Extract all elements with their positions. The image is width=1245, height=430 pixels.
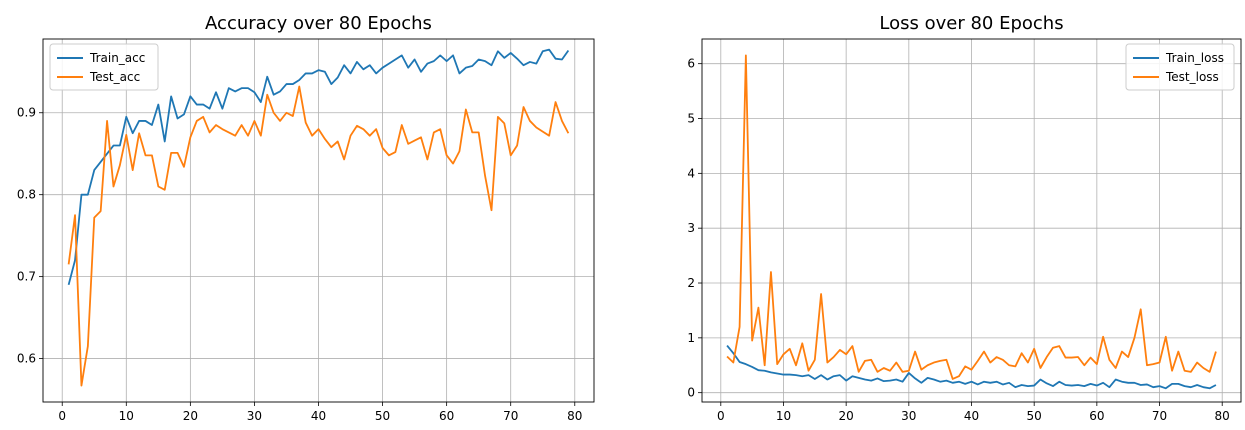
legend-label: Test_acc	[89, 70, 140, 84]
x-tick-label: 70	[503, 409, 518, 423]
x-tick-label: 20	[839, 409, 854, 423]
y-tick-label: 5	[687, 112, 695, 126]
x-tick-label: 60	[439, 409, 454, 423]
x-tick-label: 40	[964, 409, 979, 423]
x-tick-label: 50	[375, 409, 390, 423]
x-tick-label: 40	[311, 409, 326, 423]
legend-label: Test_loss	[1165, 70, 1219, 84]
x-tick-label: 70	[1152, 409, 1167, 423]
x-tick-label: 80	[1215, 409, 1230, 423]
y-tick-label: 2	[687, 276, 695, 290]
chart-title: Accuracy over 80 Epochs	[205, 13, 432, 34]
legend-box	[1125, 43, 1235, 91]
y-tick-label: 0.6	[17, 352, 36, 366]
series-line-train-loss	[726, 344, 1217, 390]
x-tick-label: 0	[717, 409, 725, 423]
y-tick-label: 0.7	[17, 270, 36, 284]
chart-2: 0 10 20 30 40 50 60 70 80 0 1 2 3 4 5 6 Loss over 80 Epo…	[687, 13, 1242, 423]
x-tick-label: 20	[183, 409, 198, 423]
legend-box	[49, 43, 159, 91]
y-tick-label: 0.8	[17, 188, 36, 202]
y-tick-label: 0.9	[17, 106, 36, 120]
x-tick-label: 80	[567, 409, 582, 423]
x-tick-label: 50	[1027, 409, 1042, 423]
y-tick-label: 4	[687, 166, 695, 180]
y-tick-label: 0	[687, 386, 695, 400]
x-tick-label: 10	[119, 409, 134, 423]
series-line-train-acc	[67, 48, 570, 286]
series-line-test-acc	[67, 85, 570, 387]
y-tick-label: 3	[687, 221, 695, 235]
y-tick-label: 6	[687, 57, 695, 71]
x-tick-label: 0	[58, 409, 66, 423]
x-tick-label: 30	[247, 409, 262, 423]
legend-label: Train_loss	[1165, 51, 1224, 65]
x-tick-label: 30	[901, 409, 916, 423]
legend: Train_acc Test_acc	[49, 43, 159, 91]
chart-title: Loss over 80 Epochs	[879, 13, 1063, 34]
y-tick-label: 1	[687, 331, 695, 345]
legend-label: Train_acc	[89, 51, 145, 65]
legend: Train_loss Test_loss	[1125, 43, 1235, 91]
x-tick-label: 10	[776, 409, 791, 423]
series-line-test-loss	[726, 54, 1217, 380]
chart-1: 0 10 20 30 40 50 60 70 80 0.6 0.7 0.8 0.9 Accuracy ov…	[17, 13, 595, 423]
x-tick-label: 60	[1089, 409, 1104, 423]
